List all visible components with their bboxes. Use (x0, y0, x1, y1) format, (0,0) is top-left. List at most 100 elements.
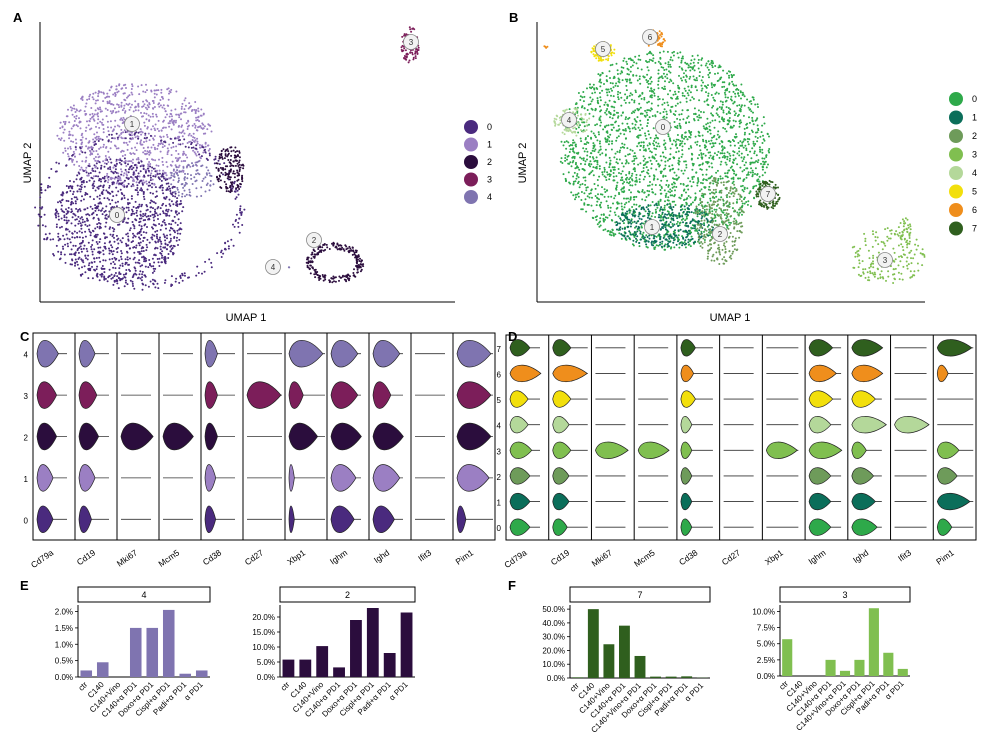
legend-b: 0 1 2 3 4 5 6 7 (949, 92, 977, 236)
gene-label-cd38: Cd38 (201, 547, 224, 567)
bar-chart-e-2: 20.0%5.0%10.0%15.0%20.0%ctrC140C140+Vino… (252, 586, 416, 719)
x-tick-label: α PD1 (683, 681, 706, 704)
violin-cd19-1 (552, 492, 570, 511)
violin-cd19-7 (552, 339, 572, 357)
y-tick-label: 5.0% (757, 640, 775, 649)
violin-cd79a-3 (509, 441, 533, 459)
legend-label-1: 1 (487, 140, 492, 150)
gene-label-ighd: Ighd (851, 547, 871, 565)
violin-xbp1-4 (288, 339, 324, 368)
bar-2 (603, 644, 615, 678)
legend-swatch-4 (949, 166, 963, 180)
bar-1 (299, 659, 312, 677)
gene-label-xbp1: Xbp1 (763, 547, 785, 567)
violin-ighm-1 (808, 492, 832, 511)
gene-label-pim1: Pim1 (934, 547, 956, 566)
y-tick-label: 5.0% (257, 658, 275, 667)
bar-3 (129, 627, 142, 677)
violin-cluster-tick-1: 1 (24, 475, 29, 484)
violin-cluster-tick-2: 2 (497, 473, 502, 482)
violin-cd79a-0 (36, 505, 54, 534)
y-tick-label: 15.0% (252, 628, 275, 637)
gene-label-ifit3: Ifit3 (896, 547, 913, 563)
legend-swatch-4 (464, 190, 478, 204)
violin-cluster-tick-3: 3 (24, 392, 29, 401)
gene-label-xbp1: Xbp1 (285, 547, 307, 567)
violin-cd19-5 (552, 390, 572, 408)
violin-xbp1-1 (288, 464, 295, 492)
bar-chart-f-3: 30.0%2.5%5.0%7.5%10.0%ctrC140C140+VinoC1… (752, 586, 911, 733)
bar-0 (282, 659, 295, 677)
legend-swatch-1 (949, 110, 963, 125)
violin-mki67-3 (595, 441, 629, 459)
legend-swatch-6 (949, 203, 963, 217)
violin-cd38-0 (204, 505, 217, 534)
y-tick-label: 30.0% (542, 633, 565, 642)
violin-cd79a-1 (36, 464, 54, 492)
violin-cd27-3 (246, 381, 282, 409)
bar-4 (839, 670, 851, 676)
violin-cluster-tick-2: 2 (24, 434, 29, 443)
bar-6 (383, 653, 396, 677)
violin-grid-c: Cd79a Cd19 Mki67 Mcm5 Cd38 Cd27 Xbp1 Ighm Ighd If… (24, 332, 496, 570)
y-tick-label: 10.0% (252, 643, 275, 652)
bar-4 (146, 627, 159, 677)
violin-cluster-tick-1: 1 (497, 499, 502, 508)
violin-pim1-3 (456, 381, 492, 409)
legend-swatch-0 (949, 92, 963, 106)
bar-0 (782, 639, 793, 676)
violin-ighd-3 (372, 381, 392, 409)
cluster-label-a-4: 4 (265, 259, 281, 275)
gene-label-mki67: Mki67 (590, 547, 615, 568)
violin-mcm5-3 (637, 441, 670, 459)
bar-5 (366, 608, 379, 677)
violin-cd38-3 (680, 441, 693, 459)
violin-ighd-2 (372, 422, 404, 451)
violin-pim1-2 (456, 422, 492, 451)
bar-5 (162, 609, 175, 677)
facet-strip (279, 586, 416, 603)
umap-plot-a: 0 1 2 3 4 (34, 22, 455, 303)
violin-ighm-1 (330, 464, 357, 492)
violin-mcm5-2 (162, 422, 194, 451)
violin-xbp1-0 (288, 505, 295, 534)
bar-3 (825, 659, 836, 676)
y-tick-label: 1.5% (55, 624, 73, 633)
legend-swatch-5 (949, 184, 963, 199)
violin-ighm-3 (330, 381, 359, 409)
cluster-label-a-0: 0 (109, 207, 125, 223)
violin-ighm-3 (808, 441, 843, 459)
violin-pim1-0 (456, 505, 467, 534)
y-tick-label: 0.0% (757, 672, 775, 681)
bar-6 (179, 673, 192, 677)
panel-label-d: D (508, 329, 517, 344)
violin-cd19-2 (78, 422, 100, 451)
gene-label-ighm: Ighm (328, 547, 349, 566)
legend-label-0: 0 (972, 94, 977, 104)
facet-strip (779, 586, 911, 603)
panel-label-e: E (20, 578, 29, 593)
violin-ighd-4 (851, 416, 887, 434)
violin-ighm-0 (808, 518, 832, 536)
umap-b-ylabel: UMAP 2 (517, 143, 529, 184)
bar-3 (333, 667, 345, 677)
gene-label-mcm5: Mcm5 (156, 547, 181, 569)
legend-swatch-2 (949, 129, 963, 143)
gene-label-ifit3: Ifit3 (416, 547, 433, 563)
y-tick-label: 20.0% (252, 613, 275, 622)
violin-cluster-tick-6: 6 (497, 370, 502, 379)
svg-text:1: 1 (130, 120, 135, 129)
violin-ighd-4 (372, 339, 401, 368)
violin-cd19-4 (78, 339, 96, 368)
violin-cd79a-0 (509, 518, 531, 536)
svg-text:0: 0 (115, 211, 120, 220)
cluster-label-b-4: 4 (561, 112, 577, 128)
violin-pim1-1 (456, 464, 490, 492)
umap-points-a (34, 26, 420, 291)
violin-pim1-7 (936, 339, 973, 357)
violin-cluster-tick-4: 4 (24, 351, 29, 360)
svg-text:2: 2 (312, 236, 317, 245)
violin-cluster-tick-5: 5 (497, 396, 502, 405)
violin-cluster-tick-0: 0 (24, 516, 29, 525)
y-tick-label: 50.0% (542, 605, 565, 614)
